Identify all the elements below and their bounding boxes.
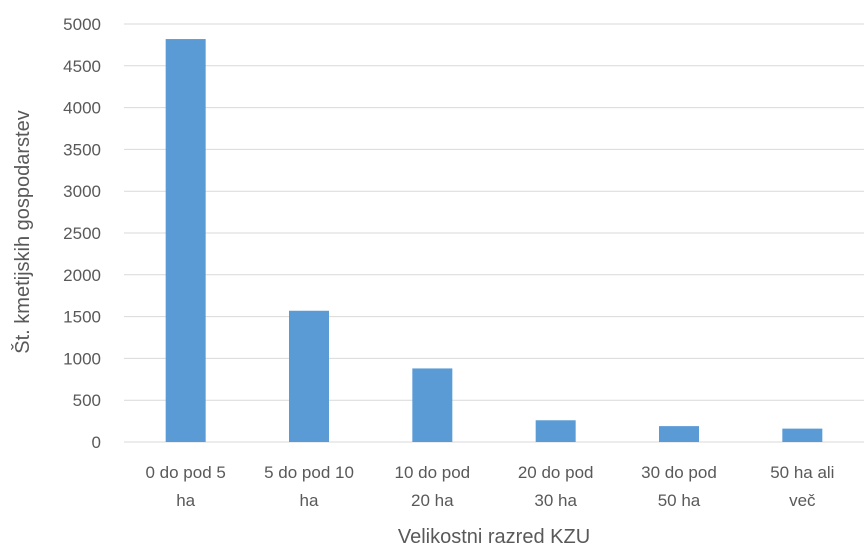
y-tick-label: 5000 <box>63 15 101 34</box>
y-tick-label: 2000 <box>63 266 101 285</box>
x-tick-label: 20 do pod 30 ha <box>518 463 594 510</box>
x-tick-label-line: 20 do pod <box>518 463 594 482</box>
x-tick-label-line: 0 do pod 5 <box>145 463 225 482</box>
x-tick-label-line: 30 do pod <box>641 463 717 482</box>
y-tick-label: 2500 <box>63 224 101 243</box>
bar <box>412 368 453 442</box>
y-tick-label: 1500 <box>63 308 101 327</box>
x-tick-label: 0 do pod 5 ha <box>145 463 225 510</box>
x-tick-label-line: ha <box>300 491 319 510</box>
bar <box>165 39 206 442</box>
y-axis-title: Št. kmetijskih gospodarstev <box>11 110 34 353</box>
x-tick-label-line: 30 ha <box>534 491 577 510</box>
bars <box>165 39 823 442</box>
x-tick-label: 10 do pod 20 ha <box>395 463 471 510</box>
bar <box>782 428 823 442</box>
x-axis-title: Velikostni razred KZU <box>398 526 590 548</box>
x-tick-label-line: 5 do pod 10 <box>264 463 354 482</box>
bar <box>535 420 576 442</box>
y-axis-ticks: 0 500 1000 1500 2000 2500 3000 3500 4000 4500 5000 <box>63 15 101 452</box>
x-axis-ticks: 0 do pod 5 ha 5 do pod 10 ha 10 do pod 20 ha 2… <box>145 463 834 510</box>
x-tick-label: 5 do pod 10 ha <box>264 463 354 510</box>
x-tick-label-line: 20 ha <box>411 491 454 510</box>
x-tick-label-line: 50 ha ali <box>770 463 834 482</box>
x-tick-label: 50 ha ali več <box>770 463 834 510</box>
bar <box>659 426 699 442</box>
gridlines <box>124 23 864 443</box>
bar <box>289 310 329 442</box>
x-tick-label: 30 do pod 50 ha <box>641 463 717 510</box>
x-tick-label-line: več <box>789 491 816 510</box>
y-tick-label: 4000 <box>63 99 101 118</box>
x-tick-label-line: ha <box>176 491 195 510</box>
y-tick-label: 1000 <box>63 349 101 368</box>
y-tick-label: 3500 <box>63 140 101 159</box>
y-tick-label: 0 <box>92 433 101 452</box>
y-tick-label: 4500 <box>63 57 101 76</box>
x-tick-label-line: 10 do pod <box>395 463 471 482</box>
y-tick-label: 3000 <box>63 182 101 201</box>
x-tick-label-line: 50 ha <box>658 491 701 510</box>
y-tick-label: 500 <box>73 391 101 410</box>
